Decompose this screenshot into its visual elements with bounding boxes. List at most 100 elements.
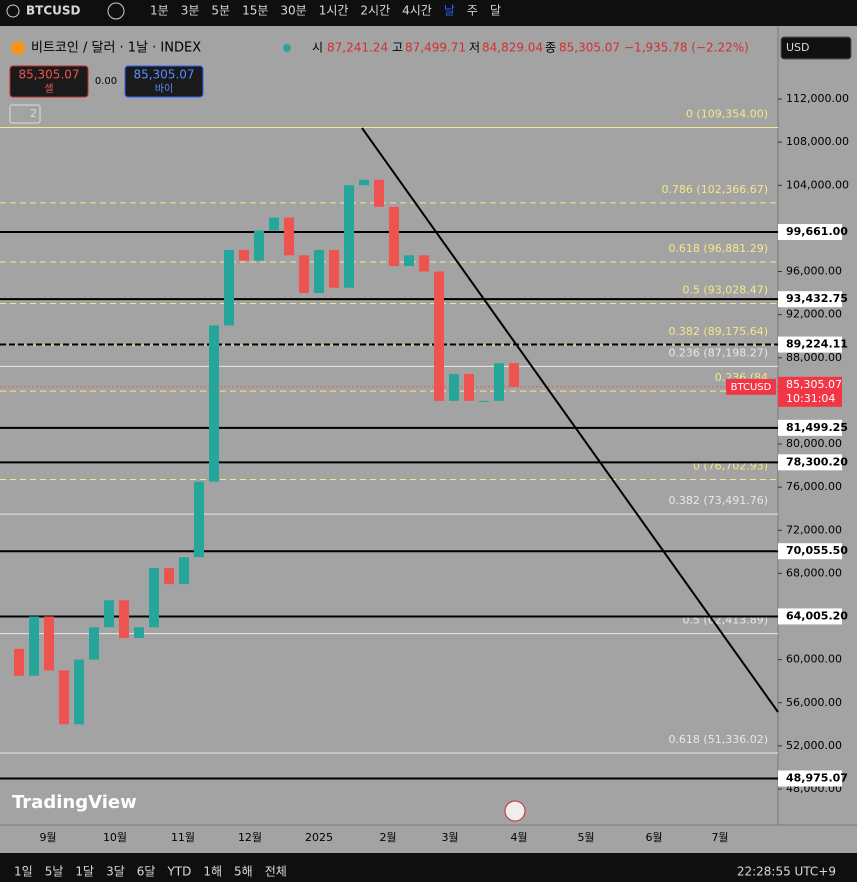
ohlc: 시 87,241.24 고 87,499.71 저 84,829.04 종 85… bbox=[312, 41, 749, 55]
range[interactable]: 6달 bbox=[137, 865, 156, 879]
interval[interactable]: 15분 bbox=[242, 4, 268, 18]
level-label: 48,975.07 bbox=[786, 771, 848, 784]
currency[interactable]: USD bbox=[786, 41, 810, 54]
buy-price[interactable]: 85,305.07 bbox=[133, 68, 194, 82]
range[interactable]: 1해 bbox=[203, 865, 222, 879]
price-tick-label: 60,000.00 bbox=[786, 653, 842, 666]
logo: TradingView bbox=[12, 792, 137, 813]
open-label: 시 bbox=[312, 41, 323, 55]
candle bbox=[209, 325, 219, 482]
level-label: 99,661.00 bbox=[786, 225, 848, 238]
interval[interactable]: 5분 bbox=[211, 4, 230, 18]
candle bbox=[494, 363, 504, 401]
candle bbox=[284, 217, 294, 256]
candle bbox=[119, 600, 129, 639]
time-label: 2월 bbox=[379, 831, 396, 844]
candle bbox=[509, 363, 519, 387]
price-tick-label: 96,000.00 bbox=[786, 265, 842, 278]
high: 87,499.71 bbox=[405, 41, 466, 55]
buy-button[interactable] bbox=[124, 65, 204, 98]
price-tick-label: 80,000.00 bbox=[786, 437, 842, 450]
interval[interactable]: 주 bbox=[467, 4, 478, 18]
high-label: 고 bbox=[392, 41, 403, 55]
interval[interactable]: 달 bbox=[490, 4, 501, 18]
level-label: 70,055.50 bbox=[786, 544, 848, 557]
candle bbox=[449, 373, 459, 401]
price-tick-label: 68,000.00 bbox=[786, 566, 842, 579]
level-tag bbox=[778, 454, 842, 471]
search-icon[interactable] bbox=[6, 4, 20, 18]
range[interactable]: 5날 bbox=[45, 865, 64, 879]
close: 85,305.07 bbox=[559, 41, 620, 55]
time-label: 5월 bbox=[577, 831, 594, 844]
time-label: 2025 bbox=[305, 831, 333, 844]
fib-label: 0.382 (89,175.64) bbox=[668, 325, 768, 338]
indicator-count[interactable]: 2 bbox=[30, 107, 37, 120]
candle bbox=[434, 271, 444, 401]
level-label: 78,300.20 bbox=[786, 455, 848, 468]
currency-box[interactable] bbox=[780, 36, 852, 60]
interval[interactable]: 2시간 bbox=[360, 4, 390, 18]
level-tag bbox=[778, 336, 842, 353]
legend-title: 비트코인 / 달러 · 1날 · INDEX bbox=[31, 41, 201, 56]
symbol-tag bbox=[726, 378, 776, 395]
price-tick-label: 72,000.00 bbox=[786, 523, 842, 536]
interval[interactable]: 4시간 bbox=[402, 4, 432, 18]
interval[interactable]: 30분 bbox=[280, 4, 306, 18]
interval[interactable]: 날 bbox=[444, 4, 455, 18]
interval[interactable]: 1분 bbox=[150, 4, 169, 18]
time-label: 11월 bbox=[171, 831, 195, 844]
candle bbox=[194, 481, 204, 558]
candle bbox=[479, 400, 489, 402]
level-tag bbox=[778, 543, 842, 560]
candle bbox=[254, 230, 264, 261]
price-tick-label: 108,000.00 bbox=[786, 135, 849, 148]
candle bbox=[44, 616, 54, 671]
indicator-toggle[interactable] bbox=[9, 104, 41, 124]
coin-icon bbox=[11, 41, 25, 55]
close-label: 종 bbox=[545, 41, 556, 55]
price-tick-label: 92,000.00 bbox=[786, 308, 842, 321]
sell-button[interactable] bbox=[9, 65, 89, 98]
time-label: 7월 bbox=[711, 831, 728, 844]
range[interactable]: 1달 bbox=[75, 865, 94, 879]
sell-price[interactable]: 85,305.07 bbox=[18, 68, 79, 82]
level-label: 81,499.25 bbox=[786, 421, 848, 434]
chart-area bbox=[0, 26, 857, 853]
candle bbox=[59, 670, 69, 725]
range[interactable]: YTD bbox=[166, 865, 191, 879]
range[interactable]: 전체 bbox=[265, 865, 287, 879]
candle bbox=[239, 249, 249, 261]
range[interactable]: 1일 bbox=[14, 865, 33, 879]
level-tag bbox=[778, 419, 842, 436]
candle bbox=[149, 567, 159, 628]
candle bbox=[134, 627, 144, 639]
candle bbox=[359, 179, 369, 186]
candle bbox=[29, 616, 39, 676]
change: −1,935.78 (−2.22%) bbox=[624, 41, 749, 55]
clock: 22:28:55 UTC+9 bbox=[737, 865, 836, 879]
interval[interactable]: 3분 bbox=[181, 4, 200, 18]
price-tag-text: 85,305.07 bbox=[786, 378, 842, 391]
countdown: 10:31:04 bbox=[786, 392, 835, 405]
flag-icon bbox=[504, 800, 526, 822]
trend-line bbox=[361, 127, 779, 713]
range[interactable]: 5해 bbox=[234, 865, 253, 879]
level-tag bbox=[778, 291, 842, 308]
fib-label: 0.382 (73,491.76) bbox=[668, 494, 768, 507]
interval[interactable]: 1시간 bbox=[319, 4, 349, 18]
candle bbox=[404, 255, 414, 267]
add-icon[interactable] bbox=[107, 2, 125, 20]
spread: 0.00 bbox=[95, 76, 117, 87]
candle bbox=[89, 627, 99, 660]
range[interactable]: 3달 bbox=[106, 865, 125, 879]
level-tag bbox=[778, 224, 842, 241]
candle bbox=[329, 249, 339, 288]
sell-label[interactable]: 셀 bbox=[44, 83, 53, 95]
buy-label[interactable]: 바이 bbox=[155, 83, 173, 95]
fib-label: 0.618 (96,881.29) bbox=[668, 242, 768, 255]
time-label: 12월 bbox=[238, 831, 262, 844]
symbol[interactable]: BTCUSD bbox=[26, 4, 81, 18]
candle bbox=[419, 255, 429, 272]
